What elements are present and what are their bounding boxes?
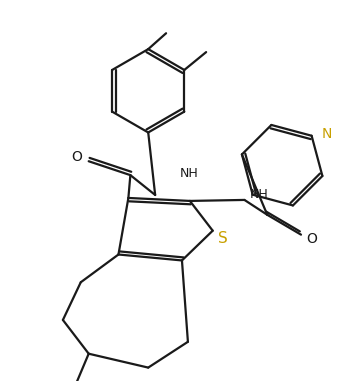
Text: O: O [307, 232, 318, 246]
Text: S: S [218, 231, 227, 246]
Text: NH: NH [250, 188, 268, 201]
Text: NH: NH [180, 167, 199, 180]
Text: N: N [321, 127, 332, 141]
Text: O: O [71, 150, 82, 164]
